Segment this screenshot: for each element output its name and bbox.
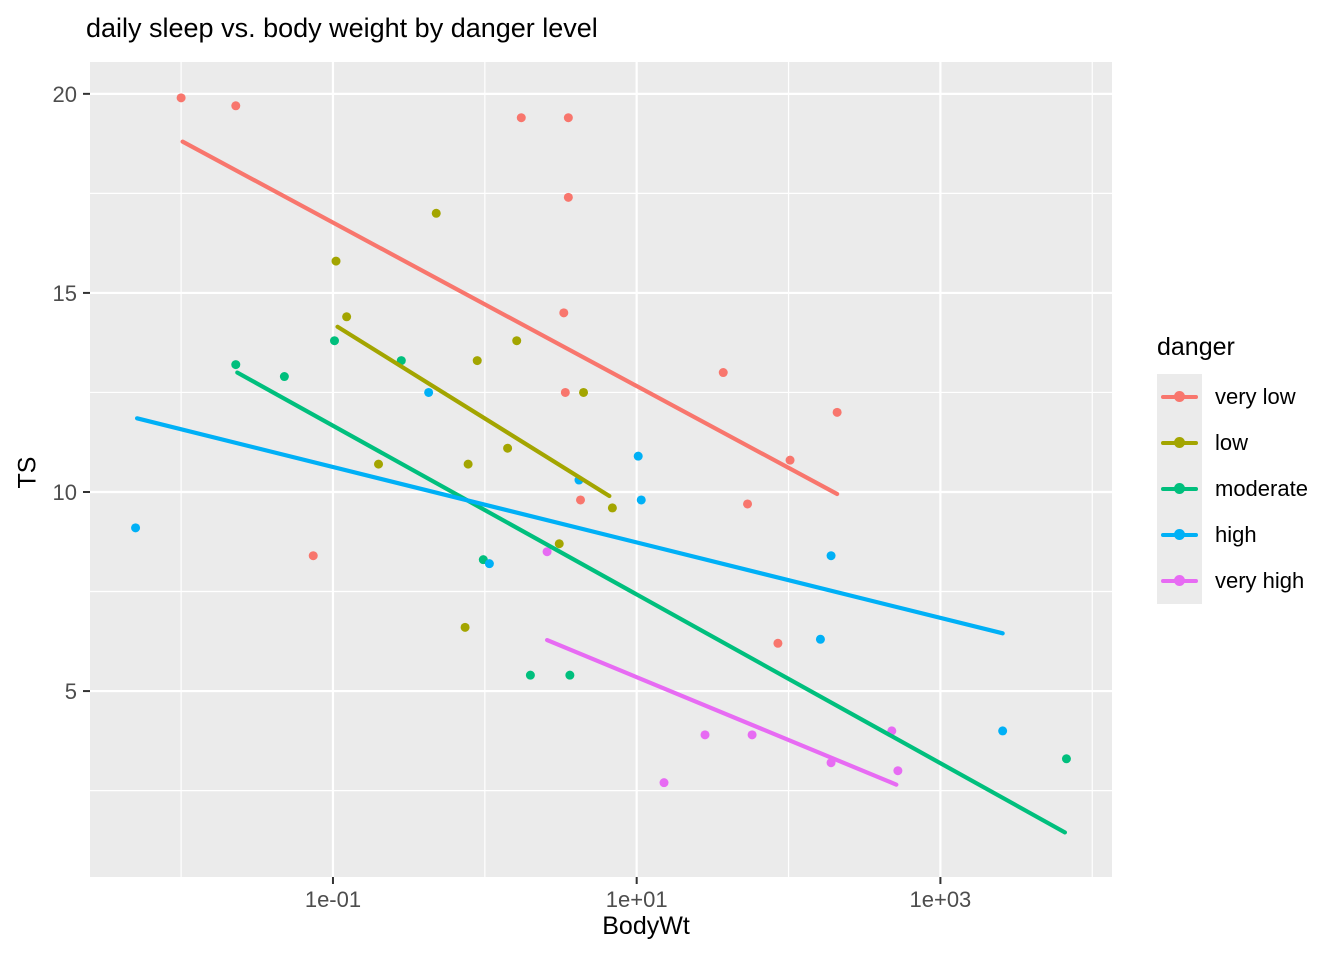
data-point-high bbox=[636, 495, 646, 505]
data-point-very-high bbox=[542, 547, 552, 557]
plot-panel bbox=[90, 62, 1112, 877]
data-point-very-low bbox=[773, 638, 783, 648]
legend-key-dot bbox=[1174, 437, 1185, 448]
data-point-very-high bbox=[747, 730, 757, 740]
data-point-very-low bbox=[231, 101, 241, 111]
legend-item-moderate: moderate bbox=[1157, 466, 1308, 512]
data-point-very-low bbox=[308, 551, 318, 561]
y-tick-label: 20 bbox=[53, 82, 77, 107]
data-point-very-low bbox=[559, 308, 569, 318]
legend-item-very-low: very low bbox=[1157, 374, 1308, 420]
y-axis-label: TS bbox=[13, 456, 42, 489]
legend-label: low bbox=[1215, 430, 1249, 455]
data-point-moderate bbox=[329, 336, 339, 346]
x-tick-label: 1e-01 bbox=[305, 887, 361, 912]
legend-key-swatch bbox=[1157, 512, 1202, 558]
data-point-low bbox=[579, 387, 589, 397]
x-tick-label: 1e+01 bbox=[606, 887, 668, 912]
legend-key-dot bbox=[1174, 529, 1185, 540]
legend-key-swatch bbox=[1157, 374, 1202, 420]
legend-title: danger bbox=[1157, 333, 1235, 361]
legend-label: high bbox=[1215, 522, 1257, 547]
data-point-very-high bbox=[700, 730, 710, 740]
data-point-moderate bbox=[231, 360, 241, 370]
data-point-very-low bbox=[718, 368, 728, 378]
legend-item-high: high bbox=[1157, 512, 1308, 558]
data-point-low bbox=[607, 503, 617, 513]
x-tick-label: 1e+03 bbox=[910, 887, 972, 912]
data-point-very-low bbox=[743, 499, 753, 509]
data-point-very-low bbox=[575, 495, 585, 505]
legend-key-swatch bbox=[1157, 558, 1202, 604]
data-point-very-high bbox=[893, 766, 903, 776]
legend-key-dot bbox=[1174, 575, 1185, 586]
chart-title: daily sleep vs. body weight by danger le… bbox=[86, 13, 598, 43]
y-tick-label: 5 bbox=[65, 679, 77, 704]
data-point-low bbox=[503, 443, 513, 453]
legend: danger very low low moderate high very high bbox=[1157, 333, 1308, 604]
data-point-very-low bbox=[563, 192, 573, 202]
data-point-moderate bbox=[565, 670, 575, 680]
data-point-very-low bbox=[785, 455, 795, 465]
data-point-low bbox=[331, 256, 341, 266]
data-point-very-low bbox=[516, 113, 526, 123]
legend-label: very high bbox=[1215, 568, 1305, 593]
y-tick-label: 15 bbox=[53, 281, 77, 306]
y-tick-label: 10 bbox=[53, 480, 77, 505]
trend-line-low bbox=[335, 324, 612, 499]
data-point-very-low bbox=[560, 387, 570, 397]
data-point-high bbox=[815, 634, 825, 644]
data-point-low bbox=[431, 208, 441, 218]
legend-key-dot bbox=[1174, 391, 1185, 402]
data-point-low bbox=[460, 622, 470, 632]
data-point-very-low bbox=[176, 93, 186, 103]
data-point-very-low bbox=[832, 407, 842, 417]
legend-label: moderate bbox=[1215, 476, 1308, 501]
trend-line-very-low bbox=[180, 139, 840, 497]
data-point-low bbox=[463, 459, 473, 469]
data-point-low bbox=[472, 356, 482, 366]
legend-key-swatch bbox=[1157, 466, 1202, 512]
legend-key-swatch bbox=[1157, 420, 1202, 466]
legend-label: very low bbox=[1215, 384, 1296, 409]
trend-line-moderate bbox=[235, 370, 1068, 835]
legend-key-dot bbox=[1174, 483, 1185, 494]
data-point-very-low bbox=[563, 113, 573, 123]
data-point-high bbox=[998, 726, 1008, 736]
data-point-low bbox=[342, 312, 352, 322]
legend-keys: very low low moderate high very high bbox=[1157, 374, 1308, 604]
data-point-high bbox=[484, 559, 494, 569]
data-point-high bbox=[131, 523, 141, 533]
data-point-high bbox=[826, 551, 836, 561]
data-point-low bbox=[374, 459, 384, 469]
legend-item-very-high: very high bbox=[1157, 558, 1308, 604]
data-point-very-high bbox=[659, 778, 669, 788]
data-point-low bbox=[554, 539, 564, 549]
data-point-moderate bbox=[1061, 754, 1071, 764]
trend-line-high bbox=[134, 416, 1005, 636]
x-axis-label: BodyWt bbox=[602, 912, 690, 940]
data-point-high bbox=[424, 387, 434, 397]
data-point-moderate bbox=[525, 670, 535, 680]
legend-item-low: low bbox=[1157, 420, 1308, 466]
data-point-high bbox=[633, 451, 643, 461]
trend-line-very-high bbox=[544, 638, 899, 787]
data-point-low bbox=[512, 336, 522, 346]
data-point-moderate bbox=[279, 372, 289, 382]
